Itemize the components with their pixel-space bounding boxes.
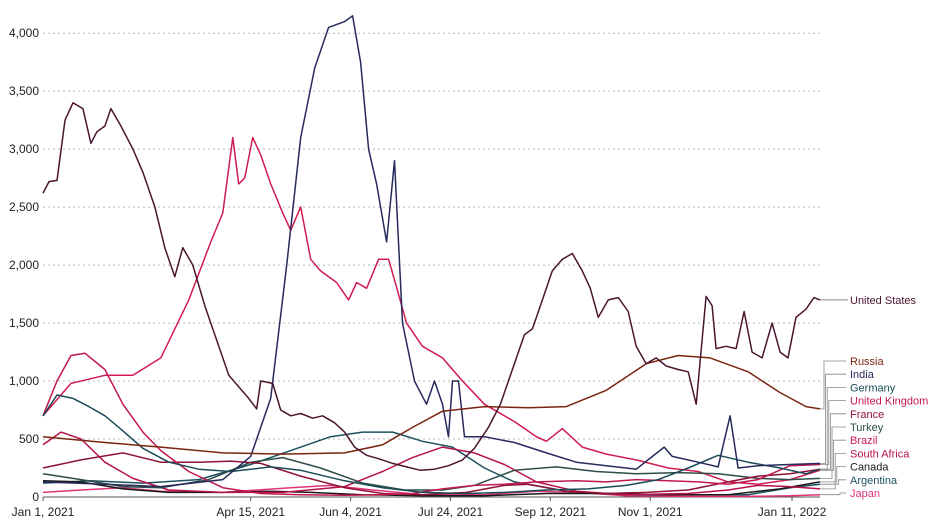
series-line-brazil: [42, 136, 821, 485]
leader-line: [820, 466, 846, 483]
leader-line: [820, 426, 846, 479]
series-line-germany: [42, 394, 821, 495]
series-line-south-africa: [42, 431, 821, 496]
x-tick-label: Apr 15, 2021: [216, 505, 285, 519]
legend-label-germany: Germany: [850, 382, 896, 394]
y-tick-label: 2,000: [9, 258, 39, 272]
x-tick-label: Jan 1, 2021: [12, 505, 75, 519]
legend-label-united-states: United States: [850, 295, 917, 307]
legend-label-japan: Japan: [850, 488, 880, 500]
legend-label-turkey: Turkey: [850, 422, 884, 434]
series-lines: [42, 15, 821, 498]
y-tick-label: 2,500: [9, 200, 39, 214]
y-tick-label: 1,000: [9, 374, 39, 388]
y-tick-label: 500: [19, 432, 39, 446]
leader-line: [820, 373, 846, 464]
x-tick-label: Sep 12, 2021: [515, 505, 587, 519]
series-line-united-kingdom: [42, 352, 821, 497]
legend-label-france: France: [850, 409, 884, 421]
leader-line: [820, 400, 846, 465]
legend-label-south-africa: South Africa: [850, 448, 910, 460]
series-line-russia: [42, 354, 821, 455]
series-line-india: [42, 15, 821, 488]
x-tick-label: Jan 11, 2022: [758, 505, 827, 519]
series-line-united-states: [42, 102, 821, 472]
y-tick-label: 3,500: [9, 84, 39, 98]
legend-label-russia: Russia: [850, 356, 885, 368]
legend-label-canada: Canada: [850, 462, 889, 474]
leader-line: [820, 479, 846, 485]
y-tick-label: 3,000: [9, 142, 39, 156]
series-line-canada: [42, 480, 821, 497]
legend-label-brazil: Brazil: [850, 435, 878, 447]
leader-line: [820, 492, 846, 496]
y-tick-label: 0: [32, 490, 39, 504]
y-tick-label: 1,500: [9, 316, 39, 330]
leader-line: [820, 413, 846, 470]
x-tick-label: Jun 4, 2021: [319, 505, 382, 519]
grid: [43, 32, 820, 440]
legend-label-argentina: Argentina: [850, 475, 898, 487]
legend-label-india: India: [850, 369, 875, 381]
legend-label-united-kingdom: United Kingdom: [850, 396, 928, 408]
x-tick-label: Jul 24, 2021: [418, 505, 484, 519]
leader-line: [820, 360, 846, 410]
leader-line: [820, 439, 846, 471]
leader-line: [820, 452, 846, 490]
x-tick-label: Nov 1, 2021: [618, 505, 683, 519]
axes: 0 500 1,000 1,500 2,000 2,500 3,000 3,500 4,000 J…: [9, 26, 827, 519]
y-tick-label: 4,000: [9, 26, 39, 40]
